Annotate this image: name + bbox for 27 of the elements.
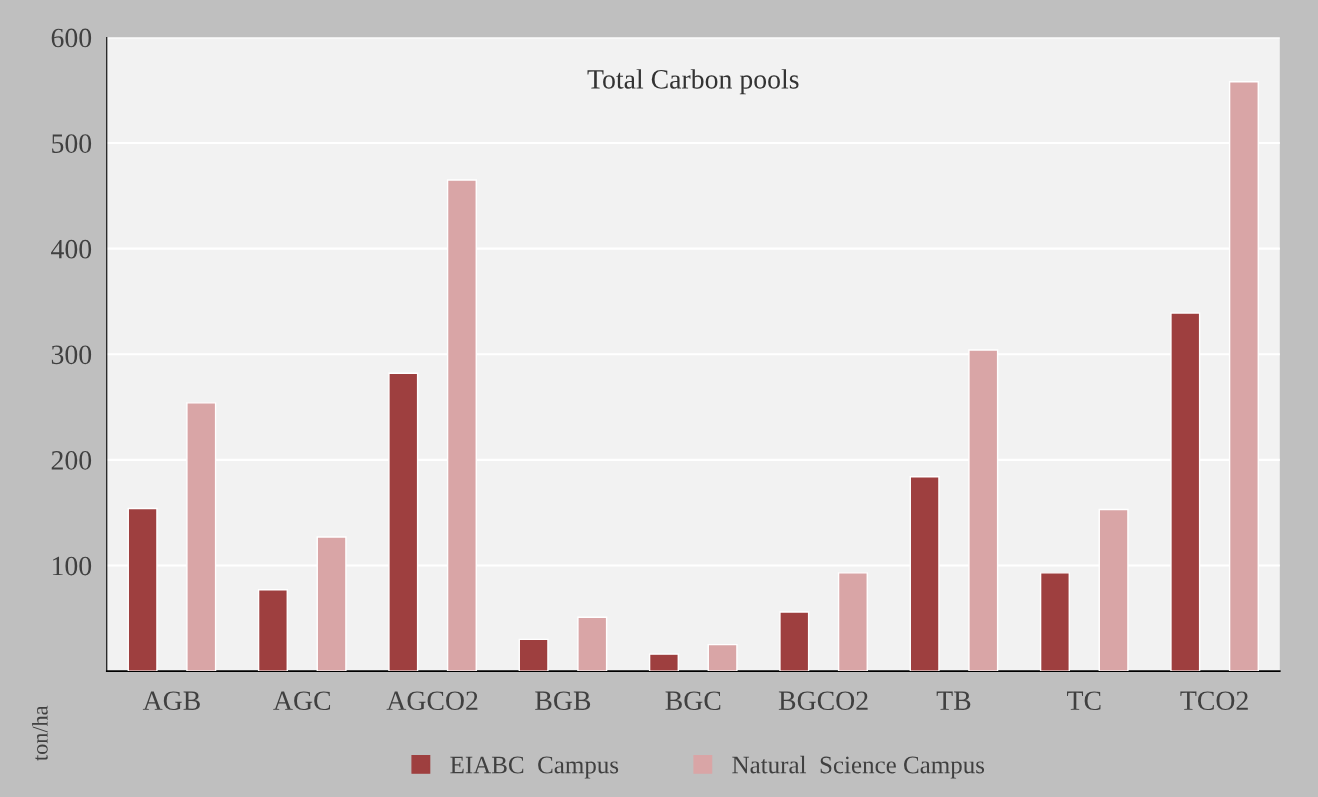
x-tick-label: TB: [936, 691, 971, 710]
x-tick-label: TC: [1067, 691, 1101, 711]
y-tick-label: 100: [52, 556, 92, 576]
bar: [257, 589, 288, 672]
y-tick-label: 200: [51, 451, 92, 470]
bar: [1039, 572, 1070, 672]
y-tick-label: 500: [52, 134, 92, 153]
legend-label: EIABC Campus: [450, 756, 619, 779]
bar: [577, 616, 608, 672]
x-tick-label: AGC: [273, 691, 331, 711]
x-tick-label: BGB: [535, 691, 591, 711]
x-tick-label: AGCO2: [386, 691, 478, 711]
bar: [707, 643, 738, 672]
y-tick-label: 600: [51, 28, 92, 48]
y-axis-title: ton/ha: [32, 705, 48, 761]
text: Total Carbon pools: [587, 69, 799, 95]
bar: [837, 572, 868, 672]
x-tick-label: BGCO2: [778, 691, 868, 711]
bar: [518, 638, 549, 672]
x-tick-label: AGB: [142, 691, 200, 711]
legend-label: Natural Science Campus: [732, 755, 985, 779]
y-tick-label: 400: [51, 239, 92, 259]
x-tick-label: BGC: [665, 691, 721, 711]
y-tick-label: 300: [51, 345, 92, 365]
bar: [779, 611, 810, 672]
x-tick-label: TCO2: [1180, 691, 1248, 711]
bar: [648, 653, 679, 672]
